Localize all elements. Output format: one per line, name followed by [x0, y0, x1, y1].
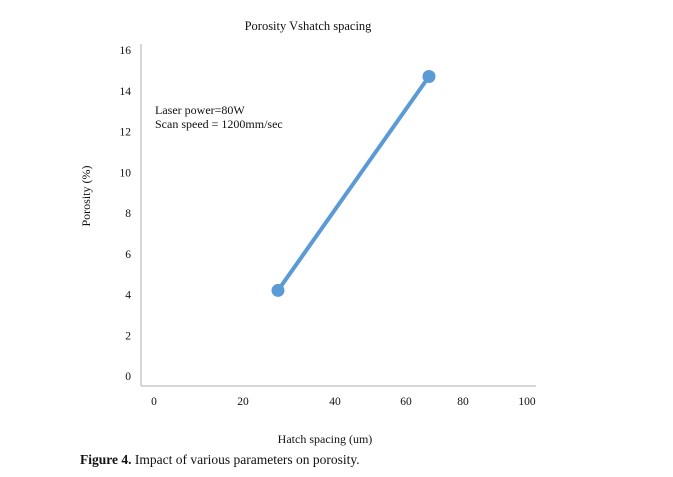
x-tick-label: 60 — [400, 396, 412, 408]
annotation-scan-speed: Scan speed = 1200mm/sec — [155, 117, 283, 131]
data-point — [271, 283, 285, 297]
x-axis-label: Hatch spacing (um) — [278, 432, 373, 446]
x-tick-labels: 0 20 40 60 80 100 — [151, 396, 536, 408]
y-tick-label: 8 — [125, 208, 131, 220]
y-tick-labels: 0 2 4 6 8 10 12 14 16 — [120, 45, 132, 383]
y-tick-label: 14 — [120, 86, 132, 98]
x-tick-label: 100 — [518, 396, 536, 408]
annotation-laser-power: Laser power=80W — [155, 103, 245, 117]
figure-caption-text: Impact of various parameters on porosity… — [134, 452, 360, 467]
y-tick-label: 12 — [120, 127, 132, 139]
data-point — [422, 69, 436, 83]
series-line — [276, 74, 431, 293]
x-tick-label: 0 — [151, 396, 157, 408]
y-axis-label: Porosity (%) — [79, 166, 93, 227]
y-tick-label: 10 — [120, 167, 132, 179]
series-porosity — [271, 69, 436, 297]
figure-label: Figure 4. — [80, 452, 132, 467]
x-tick-label: 80 — [457, 396, 469, 408]
y-tick-label: 2 — [125, 330, 131, 342]
y-tick-label: 16 — [120, 45, 132, 57]
x-tick-label: 40 — [329, 396, 341, 408]
chart-title: Porosity Vshatch spacing — [245, 19, 373, 33]
y-tick-label: 6 — [125, 249, 131, 261]
figure-caption: Figure 4. Impact of various parameters o… — [80, 452, 360, 468]
y-tick-label: 0 — [125, 371, 131, 383]
x-tick-label: 20 — [237, 396, 249, 408]
y-tick-label: 4 — [125, 290, 131, 302]
